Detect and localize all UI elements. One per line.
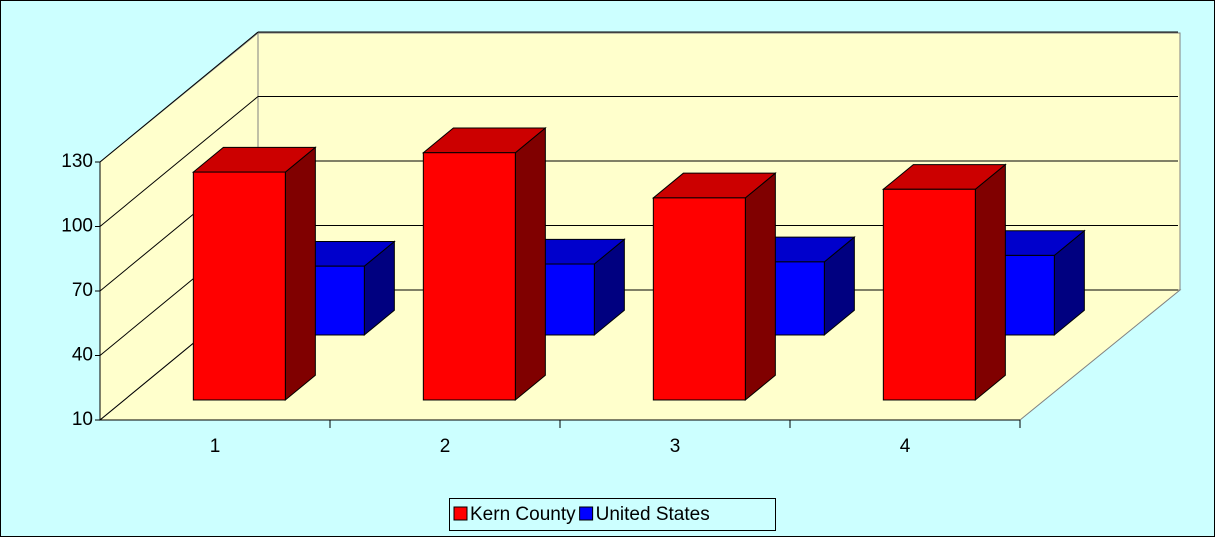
legend-items: Kern County United States <box>453 504 710 525</box>
bar-side <box>514 126 546 402</box>
legend-swatch <box>579 506 594 521</box>
x-tick-label: 1 <box>210 436 221 457</box>
legend-swatch <box>453 506 468 521</box>
bar-side <box>744 172 776 402</box>
bar-side <box>284 146 316 402</box>
y-tick-label: 70 <box>72 280 93 301</box>
x-tick-label: 3 <box>670 436 681 457</box>
bar <box>192 171 286 401</box>
bar <box>882 188 976 401</box>
y-tick-label: 10 <box>72 409 93 430</box>
legend-label: Kern County <box>470 504 576 525</box>
y-tick-label: 130 <box>61 151 93 172</box>
x-tick-label: 2 <box>440 436 451 457</box>
legend <box>449 498 776 531</box>
grid-line <box>99 96 259 227</box>
bar <box>652 197 746 401</box>
bar <box>422 152 516 401</box>
grid-line <box>99 31 259 163</box>
axes: 10 40 70 100 130 1 2 3 4 <box>61 151 1021 457</box>
bars <box>191 126 1086 402</box>
x-tick-label: 4 <box>900 436 911 457</box>
y-tick-label: 100 <box>61 216 93 237</box>
bar-side <box>974 163 1006 402</box>
legend-label: United States <box>596 504 710 525</box>
y-tick-label: 40 <box>72 345 93 366</box>
